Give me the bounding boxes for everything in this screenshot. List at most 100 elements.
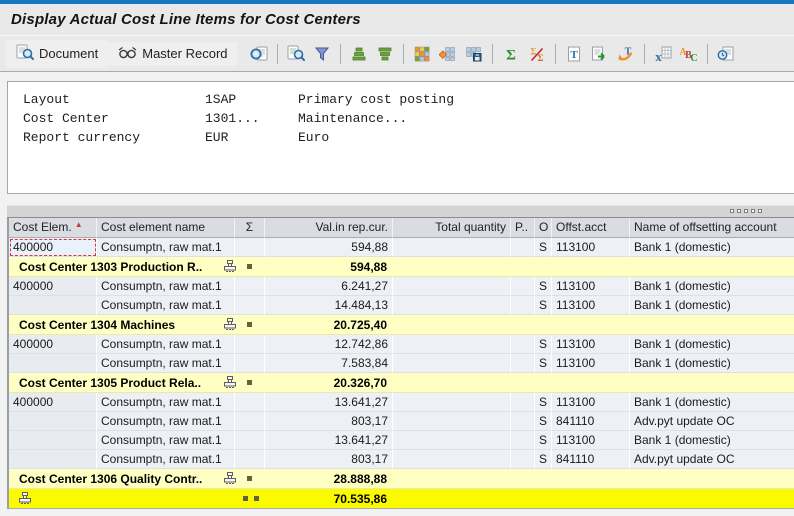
cell-name[interactable]: Consumptn, raw mat.1 <box>97 354 235 373</box>
cell-p[interactable] <box>511 431 535 450</box>
cell-value[interactable]: 14.484,13 <box>265 296 393 315</box>
column-header-offst-acct[interactable]: Offst.acct <box>552 218 630 238</box>
cell-p[interactable] <box>511 450 535 469</box>
document-button[interactable]: Document <box>6 40 108 68</box>
cell-value[interactable]: 803,17 <box>265 450 393 469</box>
cell-name[interactable]: Consumptn, raw mat.1 <box>97 412 235 431</box>
cell-p[interactable] <box>511 393 535 412</box>
column-header-o[interactable]: O <box>535 218 552 238</box>
total-icon[interactable]: Σ <box>498 42 524 66</box>
cell-p[interactable] <box>511 296 535 315</box>
cell-sum[interactable] <box>235 354 265 373</box>
cell-offst-acct[interactable]: 113100 <box>552 277 630 296</box>
choose-detail-icon[interactable] <box>246 42 272 66</box>
cell-offst-name[interactable]: Bank 1 (domestic) <box>630 296 794 315</box>
cell-o[interactable]: S <box>535 238 552 257</box>
send-mail-icon[interactable]: T <box>613 42 639 66</box>
cell-offst-acct[interactable]: 113100 <box>552 335 630 354</box>
cell-value[interactable]: 12.742,86 <box>265 335 393 354</box>
cell-cost-elem[interactable]: 400000 <box>9 277 97 296</box>
subtotal-row[interactable]: Cost Center 1306 Quality Contr..28.888,8… <box>9 469 794 489</box>
cell-sum[interactable] <box>235 238 265 257</box>
press-icon[interactable] <box>223 376 239 390</box>
filter-icon[interactable] <box>309 42 335 66</box>
cell-offst-acct[interactable]: 113100 <box>552 296 630 315</box>
cell-p[interactable] <box>511 238 535 257</box>
cell-cost-elem[interactable] <box>9 296 97 315</box>
cell-sum[interactable] <box>235 296 265 315</box>
cell-value[interactable]: 594,88 <box>265 238 393 257</box>
cell-sum[interactable] <box>235 393 265 412</box>
cell-offst-acct[interactable]: 841110 <box>552 450 630 469</box>
cell-cost-elem[interactable] <box>9 431 97 450</box>
save-layout-icon[interactable] <box>461 42 487 66</box>
cell-offst-acct[interactable]: 113100 <box>552 431 630 450</box>
cell-name[interactable]: Consumptn, raw mat.1 <box>97 296 235 315</box>
clock-document-icon[interactable] <box>713 42 739 66</box>
press-icon[interactable] <box>18 492 34 506</box>
cell-cost-elem[interactable]: 400000 <box>9 335 97 354</box>
cell-quantity[interactable] <box>393 354 511 373</box>
cell-p[interactable] <box>511 354 535 373</box>
cell-cost-elem[interactable] <box>9 412 97 431</box>
press-icon[interactable] <box>223 260 239 274</box>
cell-o[interactable]: S <box>535 277 552 296</box>
cell-o[interactable]: S <box>535 431 552 450</box>
cell-cost-elem[interactable] <box>9 354 97 373</box>
cell-quantity[interactable] <box>393 431 511 450</box>
cell-name[interactable]: Consumptn, raw mat.1 <box>97 277 235 296</box>
splitter-grip-dots[interactable] <box>730 209 762 213</box>
cell-offst-name[interactable]: Bank 1 (domestic) <box>630 238 794 257</box>
cell-name[interactable]: Consumptn, raw mat.1 <box>97 450 235 469</box>
cell-o[interactable]: S <box>535 450 552 469</box>
cell-quantity[interactable] <box>393 393 511 412</box>
press-icon[interactable] <box>223 318 239 332</box>
word-processing-icon[interactable]: T <box>561 42 587 66</box>
cell-p[interactable] <box>511 335 535 354</box>
cell-offst-name[interactable]: Adv.pyt update OC <box>630 450 794 469</box>
cell-o[interactable]: S <box>535 354 552 373</box>
cell-sum[interactable] <box>235 450 265 469</box>
cell-offst-name[interactable]: Bank 1 (domestic) <box>630 393 794 412</box>
cell-cost-elem[interactable]: 400000 <box>9 393 97 412</box>
master-record-button[interactable]: Master Record <box>108 42 237 66</box>
cell-p[interactable] <box>511 277 535 296</box>
excel-icon[interactable]: x <box>650 42 676 66</box>
cell-quantity[interactable] <box>393 335 511 354</box>
export-file-icon[interactable] <box>587 42 613 66</box>
column-header-sum[interactable]: Σ <box>235 218 265 238</box>
sort-ascending-icon[interactable] <box>346 42 372 66</box>
column-header-p[interactable]: P.. <box>511 218 535 238</box>
cell-cost-elem[interactable]: 400000 <box>9 238 97 257</box>
cell-sum[interactable] <box>235 431 265 450</box>
cell-offst-name[interactable]: Adv.pyt update OC <box>630 412 794 431</box>
cell-o[interactable]: S <box>535 335 552 354</box>
column-header-value[interactable]: Val.in rep.cur. <box>265 218 393 238</box>
cell-name[interactable]: Consumptn, raw mat.1 <box>97 335 235 354</box>
cell-quantity[interactable] <box>393 296 511 315</box>
cell-quantity[interactable] <box>393 450 511 469</box>
change-layout-icon[interactable] <box>435 42 461 66</box>
cell-value[interactable]: 13.641,27 <box>265 431 393 450</box>
cell-offst-name[interactable]: Bank 1 (domestic) <box>630 431 794 450</box>
cell-name[interactable]: Consumptn, raw mat.1 <box>97 431 235 450</box>
column-header-cost-elem[interactable]: Cost Elem.▲ <box>9 218 97 238</box>
splitter-bar[interactable] <box>7 205 794 218</box>
cell-quantity[interactable] <box>393 412 511 431</box>
subtotal-row[interactable]: Cost Center 1303 Production R..594,88 <box>9 257 794 277</box>
current-layout-icon[interactable] <box>409 42 435 66</box>
cell-offst-acct[interactable]: 113100 <box>552 393 630 412</box>
press-icon[interactable] <box>223 472 239 486</box>
column-header-name[interactable]: Cost element name <box>97 218 235 238</box>
subtotal-icon[interactable]: ΣΣ <box>524 42 550 66</box>
cell-o[interactable]: S <box>535 393 552 412</box>
sort-descending-icon[interactable] <box>372 42 398 66</box>
cell-p[interactable] <box>511 412 535 431</box>
cell-offst-name[interactable]: Bank 1 (domestic) <box>630 354 794 373</box>
cell-offst-name[interactable]: Bank 1 (domestic) <box>630 335 794 354</box>
cell-quantity[interactable] <box>393 277 511 296</box>
find-icon[interactable] <box>283 42 309 66</box>
cell-offst-acct[interactable]: 113100 <box>552 238 630 257</box>
abc-analysis-icon[interactable]: ABC <box>676 42 702 66</box>
cell-offst-name[interactable]: Bank 1 (domestic) <box>630 277 794 296</box>
